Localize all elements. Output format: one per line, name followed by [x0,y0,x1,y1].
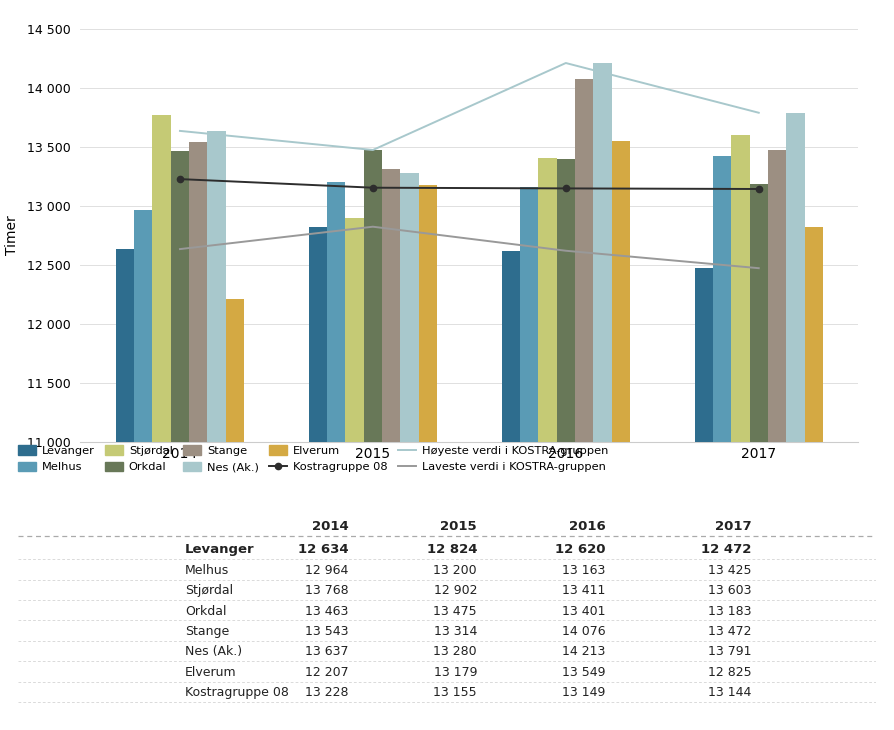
Legend: Levanger, Melhus, Stjørdal, Orkdal, Stange, Nes (Ak.), Elverum, Kostragruppe 08,: Levanger, Melhus, Stjørdal, Orkdal, Stan… [18,445,608,472]
Text: Elverum: Elverum [185,666,237,679]
Text: 14 213: 14 213 [562,645,606,658]
Bar [731,135,749,730]
Text: 2017: 2017 [715,520,752,533]
Bar [502,250,520,730]
Bar [153,115,171,730]
Bar [190,142,207,730]
Text: 13 791: 13 791 [708,645,752,658]
Text: 13 475: 13 475 [434,604,477,618]
Bar [171,151,190,730]
Text: 13 543: 13 543 [305,625,349,638]
Text: 13 463: 13 463 [305,604,349,618]
Text: 2014: 2014 [311,520,349,533]
Text: 13 144: 13 144 [708,686,752,699]
Text: 12 620: 12 620 [555,543,606,556]
Text: 12 634: 12 634 [298,543,349,556]
Bar [611,142,630,730]
Bar [401,173,418,730]
Text: 13 411: 13 411 [562,584,606,597]
Text: 13 200: 13 200 [434,564,477,577]
Text: 13 280: 13 280 [434,645,477,658]
Bar [786,112,805,730]
Bar [768,150,786,730]
Text: 13 401: 13 401 [562,604,606,618]
Text: Orkdal: Orkdal [185,604,227,618]
Bar [134,210,153,730]
Text: Kostragruppe 08: Kostragruppe 08 [185,686,289,699]
Text: 13 179: 13 179 [434,666,477,679]
Text: Nes (Ak.): Nes (Ak.) [185,645,242,658]
Bar [713,156,731,730]
Text: Stjørdal: Stjørdal [185,584,233,597]
Text: 12 902: 12 902 [434,584,477,597]
Bar [418,185,437,730]
Text: 12 964: 12 964 [305,564,349,577]
Text: 12 472: 12 472 [701,543,752,556]
Bar [207,131,226,730]
Bar [116,249,134,730]
Bar [226,299,244,730]
Y-axis label: Timer: Timer [4,215,19,256]
Text: 13 603: 13 603 [708,584,752,597]
Bar [520,187,538,730]
Text: 13 314: 13 314 [434,625,477,638]
Bar [594,63,611,730]
Text: 13 183: 13 183 [708,604,752,618]
Bar [327,182,345,730]
Text: 14 076: 14 076 [562,625,606,638]
Text: 2015: 2015 [441,520,477,533]
Bar [382,169,401,730]
Text: Stange: Stange [185,625,230,638]
Text: 12 825: 12 825 [708,666,752,679]
Text: 13 149: 13 149 [562,686,606,699]
Text: 13 228: 13 228 [305,686,349,699]
Text: 13 163: 13 163 [562,564,606,577]
Text: Melhus: Melhus [185,564,230,577]
Bar [805,226,822,730]
Bar [364,150,382,730]
Text: 13 472: 13 472 [708,625,752,638]
Text: 13 637: 13 637 [305,645,349,658]
Bar [538,158,557,730]
Bar [695,268,713,730]
Bar [345,218,364,730]
Text: Levanger: Levanger [185,543,255,556]
Bar [308,227,327,730]
Text: 13 155: 13 155 [434,686,477,699]
Text: 13 768: 13 768 [305,584,349,597]
Text: 13 425: 13 425 [708,564,752,577]
Text: 2016: 2016 [569,520,606,533]
Text: 12 824: 12 824 [426,543,477,556]
Text: 13 549: 13 549 [562,666,606,679]
Text: 12 207: 12 207 [305,666,349,679]
Bar [749,185,768,730]
Bar [557,158,575,730]
Bar [575,79,594,730]
